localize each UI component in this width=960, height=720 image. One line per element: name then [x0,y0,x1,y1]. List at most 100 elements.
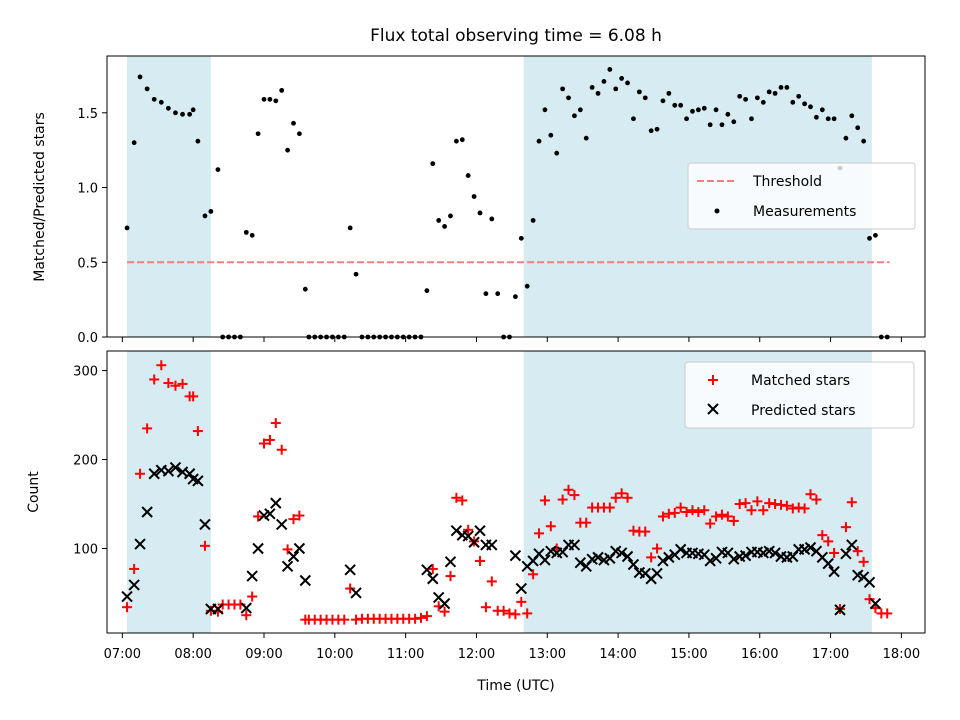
matched-star-point [135,468,146,479]
matched-star-point [258,438,269,449]
measurement-point [187,111,193,117]
matched-star-point [616,488,627,499]
measurement-point [743,96,748,102]
predicted-star-point [162,465,175,477]
predicted-star-point [822,557,834,570]
measurement-point [566,95,571,101]
top-plot-frame [106,55,926,338]
matched-star-point [486,576,497,587]
measurement-point [725,111,731,117]
measurement-point [796,93,802,99]
matched-star-point [345,583,356,594]
measurement-point [713,107,719,113]
measurement-point [465,173,471,178]
predicted-star-point [252,542,264,555]
matched-star-point [569,490,580,501]
predicted-star-point [615,547,628,559]
matched-star-point [604,502,615,513]
measurement-point [607,67,613,72]
matched-star-point [247,591,258,602]
matched-star-point [177,378,188,389]
predicted-star-point [869,597,882,610]
y-tick-label: 0.0 [77,331,98,346]
matched-star-point [716,509,727,520]
measurement-point [190,107,196,113]
predicted-star-point [592,551,604,564]
matched-star-point [687,505,698,516]
matched-star-point [241,610,252,621]
x-tick-label: 10:00 [316,647,353,662]
top-legend-box [687,162,916,230]
predicted-star-point [199,518,211,531]
measurement-point [843,135,849,141]
measurement-point [583,135,589,141]
bottom-x-ticks: 07:00 08:00 09:00 10:00 11:00 12:00 13:00 14:00… [104,633,920,662]
measurement-point [131,140,137,146]
y-tick-label: 200 [73,454,98,469]
measurement-point [648,128,654,134]
measurement-point [595,90,601,96]
measurement-point [707,122,713,128]
measurement-point [255,131,261,137]
matched-star-point [781,500,792,511]
matched-star-point [516,596,527,607]
matched-star-point [811,494,822,505]
measurement-point [802,101,808,107]
matched-star-point [746,505,757,516]
measurement-point [760,99,766,105]
measurement-point [695,107,701,113]
measurement-point [613,86,619,92]
predicted-star-point [468,536,480,548]
matched-star-point [805,489,816,500]
matched-star-point [657,511,668,522]
top-legend: Threshold Measurements [687,162,916,230]
measurement-point [642,95,648,101]
measurement-point [471,194,477,199]
matched-star-point [463,524,474,535]
measurement-point [684,116,689,122]
matched-star-point [829,547,840,558]
x-tick-label: 12:00 [458,647,495,662]
matched-star-point [528,569,539,580]
measurement-point [137,74,143,80]
bottom-count-points [121,360,893,625]
top-panel: 0.0 0.5 1.0 1.5 Flux total observing time =… [32,26,926,346]
measurement-point [436,218,442,223]
y-tick-label: 1.0 [77,182,98,197]
predicted-star-point [240,602,252,614]
measurement-point [267,96,273,102]
legend-predicted-label: Predicted stars [751,403,856,419]
measurement-point [195,138,201,144]
x-tick-label: 13:00 [529,647,566,662]
shaded-interval [127,351,211,633]
matched-star-point [693,507,704,518]
matched-star-point [758,505,769,516]
matched-star-point [622,492,633,503]
measurement-point [202,213,208,219]
matched-star-point [581,517,592,528]
predicted-star-point [627,558,640,571]
predicted-star-point [287,550,300,563]
predicted-star-point [804,541,817,554]
measurement-point [548,132,554,138]
x-tick-label: 09:00 [245,647,282,662]
matched-star-point [652,543,663,554]
matched-star-point [156,360,167,371]
measurement-point [784,84,790,90]
matched-star-point [681,507,692,518]
matched-star-point [817,530,828,541]
predicted-star-point [427,573,439,585]
measurement-point [279,87,285,93]
predicted-star-point [281,560,294,572]
predicted-star-point [192,475,204,487]
predicted-star-point [450,524,463,537]
measurement-point [124,225,130,231]
matched-star-point [445,571,456,582]
matched-star-point [557,494,568,505]
predicted-star-point [121,590,133,603]
matched-star-point [294,510,305,521]
matched-star-point [858,556,869,567]
measurement-point [766,89,772,95]
measurement-point [577,107,583,113]
